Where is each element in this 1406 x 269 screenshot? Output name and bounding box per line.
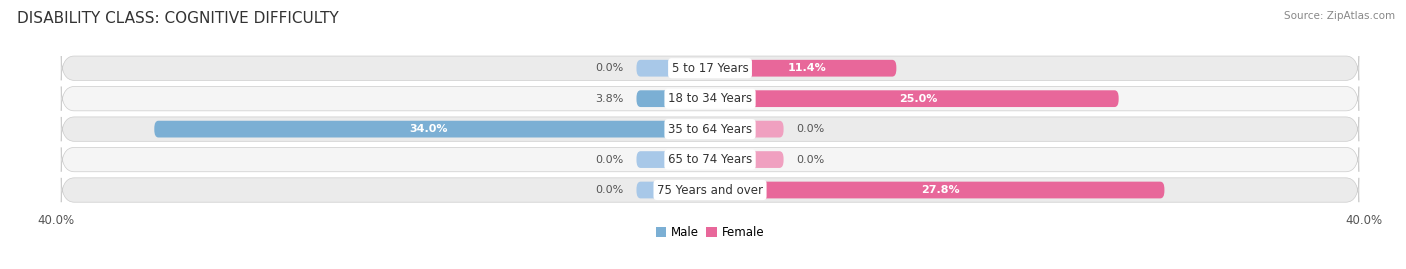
FancyBboxPatch shape: [710, 182, 1164, 199]
Text: 35 to 64 Years: 35 to 64 Years: [668, 123, 752, 136]
Text: 34.0%: 34.0%: [409, 124, 447, 134]
Text: 25.0%: 25.0%: [898, 94, 938, 104]
FancyBboxPatch shape: [60, 87, 1360, 111]
Text: 65 to 74 Years: 65 to 74 Years: [668, 153, 752, 166]
FancyBboxPatch shape: [60, 147, 1360, 172]
FancyBboxPatch shape: [637, 90, 710, 107]
FancyBboxPatch shape: [637, 182, 710, 199]
FancyBboxPatch shape: [710, 60, 897, 77]
FancyBboxPatch shape: [637, 151, 710, 168]
Text: 75 Years and over: 75 Years and over: [657, 183, 763, 197]
Text: 18 to 34 Years: 18 to 34 Years: [668, 92, 752, 105]
Text: 0.0%: 0.0%: [595, 63, 623, 73]
Text: DISABILITY CLASS: COGNITIVE DIFFICULTY: DISABILITY CLASS: COGNITIVE DIFFICULTY: [17, 11, 339, 26]
FancyBboxPatch shape: [710, 151, 783, 168]
Text: 3.8%: 3.8%: [595, 94, 623, 104]
Legend: Male, Female: Male, Female: [655, 226, 765, 239]
Text: 0.0%: 0.0%: [595, 155, 623, 165]
FancyBboxPatch shape: [637, 60, 710, 77]
FancyBboxPatch shape: [60, 56, 1360, 80]
FancyBboxPatch shape: [155, 121, 710, 137]
Text: 5 to 17 Years: 5 to 17 Years: [672, 62, 748, 75]
FancyBboxPatch shape: [710, 121, 783, 137]
FancyBboxPatch shape: [60, 178, 1360, 202]
Text: 27.8%: 27.8%: [921, 185, 960, 195]
Text: Source: ZipAtlas.com: Source: ZipAtlas.com: [1284, 11, 1395, 21]
Text: 0.0%: 0.0%: [595, 185, 623, 195]
Text: 11.4%: 11.4%: [787, 63, 827, 73]
FancyBboxPatch shape: [710, 90, 1119, 107]
Text: 0.0%: 0.0%: [797, 155, 825, 165]
Text: 0.0%: 0.0%: [797, 124, 825, 134]
FancyBboxPatch shape: [60, 117, 1360, 141]
